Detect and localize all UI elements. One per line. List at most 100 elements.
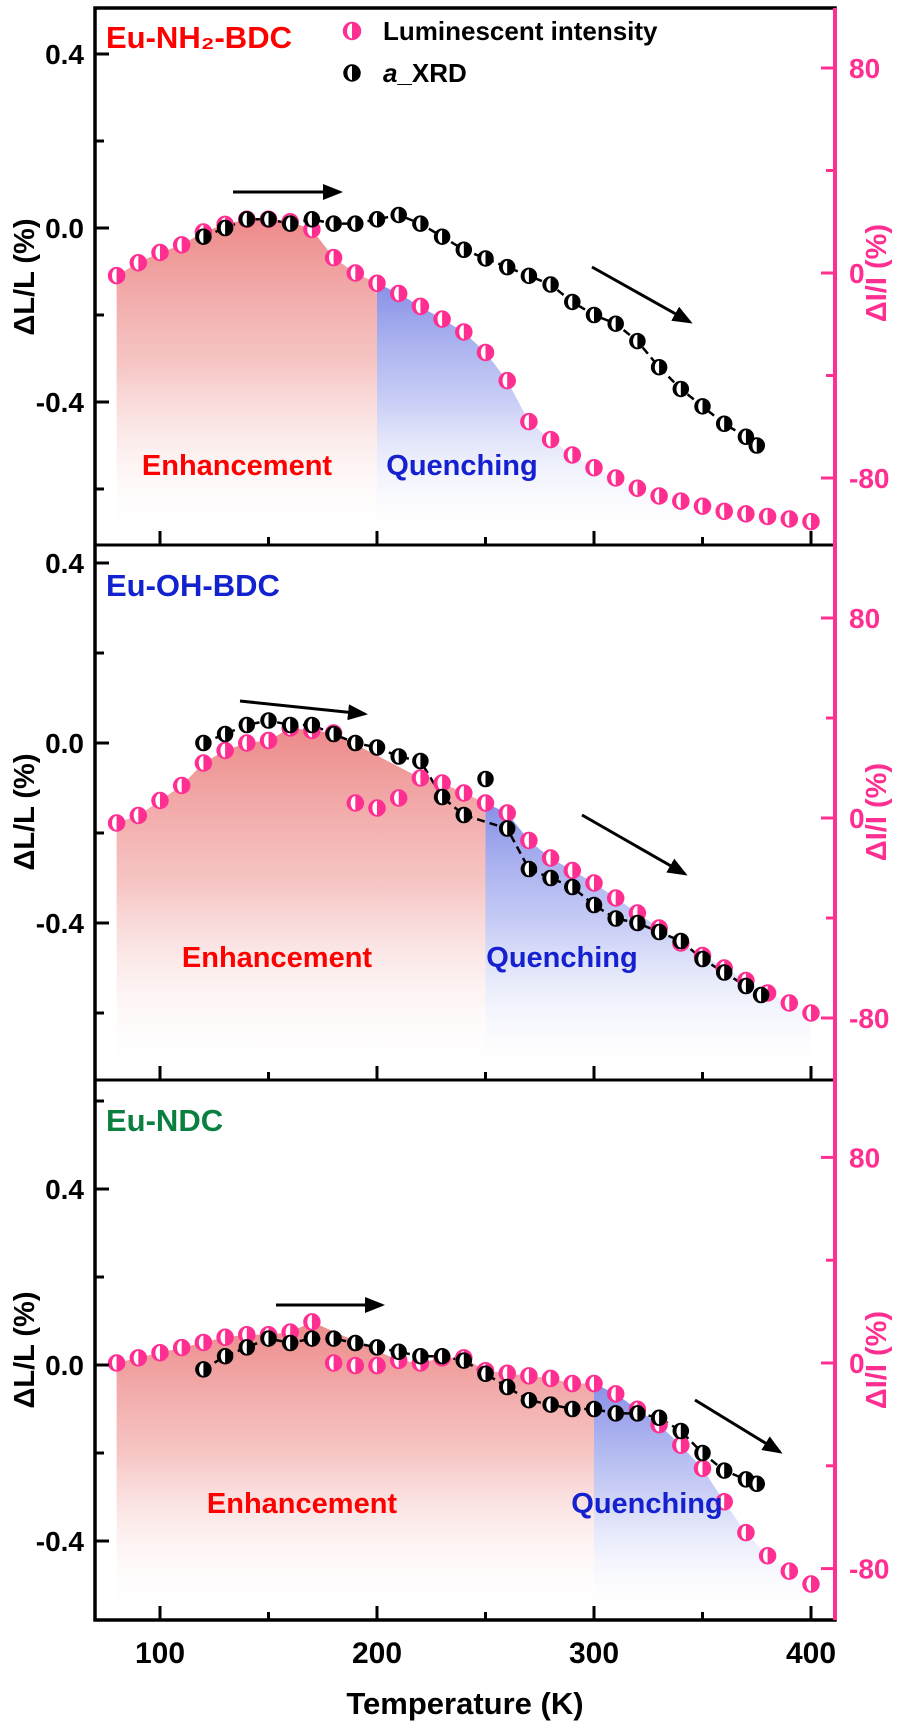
left-axis-guide-arrow (239, 699, 368, 721)
xrd-marker-highlight (329, 727, 334, 741)
axes: 0.4 0.0 -0.4 80 0 -80 0.4 0.0 -0.4 80 0 -80 0.4 0.0 -0… (36, 6, 889, 1622)
right-axis-title-panel2: ΔI/I (%) (861, 763, 893, 861)
luminescent-marker-highlight (328, 1356, 334, 1370)
luminescent-marker-highlight (415, 771, 421, 785)
luminescent-marker-highlight (394, 286, 399, 301)
luminescent-marker-highlight (719, 1494, 725, 1509)
left-tick-label: 0.0 (45, 1350, 84, 1381)
xrd-marker-highlight (350, 736, 356, 750)
quenching-region-fill (594, 1383, 811, 1619)
luminescent-marker-highlight (589, 876, 594, 890)
xrd-marker-highlight (264, 714, 269, 727)
left-tick-label: 0.0 (45, 728, 84, 759)
xrd-marker-highlight (524, 1393, 529, 1407)
xrd-marker-highlight (285, 718, 291, 732)
luminescent-marker-highlight (545, 1371, 551, 1386)
xrd-marker-highlight (437, 1349, 443, 1363)
enhancement-region-fill (116, 219, 377, 544)
luminescent-marker-highlight (654, 488, 660, 503)
right-axis-guide-arrow (591, 265, 693, 324)
right-tick-label: -80 (849, 463, 889, 494)
right-tick-label: -80 (849, 1554, 889, 1585)
luminescent-marker-highlight (133, 255, 139, 270)
xrd-marker-highlight (502, 1380, 508, 1394)
luminescent-marker-highlight (133, 1350, 139, 1365)
left-tick-label: -0.4 (36, 1526, 85, 1557)
xrd-marker-highlight (307, 718, 312, 732)
x-axis-title: Temperature (K) (346, 1686, 583, 1721)
xrd-marker-highlight (307, 212, 312, 226)
xrd-marker-highlight (199, 230, 204, 244)
left-axis-title-panel3: ΔL/L (%) (9, 1292, 41, 1409)
left-axis-title-panel1: ΔL/L (%) (9, 219, 41, 336)
xrd-marker-highlight (611, 912, 616, 925)
luminescent-marker-highlight (155, 1345, 160, 1360)
luminescent-marker-highlight (806, 514, 811, 529)
xrd-marker-highlight (546, 871, 551, 885)
right-tick-label: 0 (849, 803, 865, 834)
luminescent-marker-highlight (242, 736, 247, 750)
luminescent-marker-highlight (784, 996, 790, 1010)
luminescent-marker-highlight (155, 793, 160, 808)
luminescent-marker-highlight (545, 432, 551, 447)
xrd-marker-highlight (416, 1349, 421, 1363)
luminescent-marker-highlight (350, 1358, 356, 1373)
luminescent-marker-highlight (177, 237, 182, 252)
luminescent-marker-highlight (437, 776, 443, 790)
xrd-marker-highlight (633, 334, 638, 348)
luminescent-marker-highlight (697, 1461, 703, 1476)
x-tick-400: 400 (786, 1637, 836, 1670)
xrd-marker-highlight (459, 808, 464, 822)
luminescent-marker-highlight (155, 245, 160, 260)
quenching-label-panel3: Quenching (571, 1488, 722, 1520)
right-tick-label: 80 (849, 603, 880, 634)
xrd-marker-highlight (756, 988, 762, 1002)
luminescent-marker-highlight (524, 833, 529, 848)
xrd-marker-highlight (307, 1332, 312, 1346)
xrd-marker-highlight (264, 1332, 269, 1346)
xrd-marker-highlight (633, 1406, 638, 1420)
luminescent-marker-highlight (220, 1330, 226, 1345)
xrd-marker-highlight (741, 430, 746, 444)
xrd-marker-highlight (350, 217, 356, 231)
luminescent-marker-highlight (372, 1358, 377, 1373)
xrd-marker-highlight (372, 741, 377, 754)
luminescent-marker-highlight (524, 1368, 529, 1383)
xrd-marker-highlight (350, 1336, 356, 1350)
luminescent-marker-highlight (198, 756, 204, 771)
right-axis-guide-arrow (694, 1398, 783, 1454)
quenching-label-panel2: Quenching (486, 942, 637, 974)
luminescent-marker-highlight (611, 471, 616, 486)
xrd-marker-highlight (719, 966, 725, 979)
luminescent-marker-highlight (611, 891, 616, 905)
xrd-marker-highlight (676, 1424, 681, 1438)
x-tick-100: 100 (135, 1637, 185, 1670)
luminescent-marker-highlight (502, 806, 508, 820)
luminescent-marker-highlight (437, 312, 443, 327)
left-tick-label: 0.4 (45, 1174, 84, 1205)
xrd-marker-highlight (437, 230, 443, 244)
luminescent-marker-highlight (741, 1525, 746, 1540)
luminescent-marker-highlight (502, 1366, 508, 1381)
xrd-marker-highlight (394, 208, 399, 222)
xrd-marker-highlight (199, 1362, 204, 1376)
xrd-marker-highlight (502, 260, 508, 274)
luminescent-marker-highlight (502, 373, 508, 388)
xrd-marker-highlight (329, 1332, 334, 1346)
xrd-marker-highlight (199, 736, 204, 750)
enhancement-region-fill (116, 1321, 594, 1619)
luminescent-marker-highlight (177, 778, 182, 793)
left-tick-label: 0.4 (45, 548, 84, 579)
panel-title-eu-ndc: Eu-NDC (106, 1103, 223, 1138)
xrd-marker-highlight (752, 439, 757, 452)
x-tick-200: 200 (352, 1637, 402, 1670)
xrd-marker-highlight (589, 898, 594, 912)
luminescent-marker-highlight (524, 414, 529, 429)
xrd-marker-highlight (524, 862, 529, 876)
xrd-marker-highlight (589, 1402, 594, 1416)
xrd-marker-highlight (611, 317, 616, 331)
xrd-marker-highlight (567, 1402, 573, 1416)
xrd-marker-highlight (285, 1336, 291, 1350)
luminescent-marker-highlight (784, 1564, 790, 1579)
